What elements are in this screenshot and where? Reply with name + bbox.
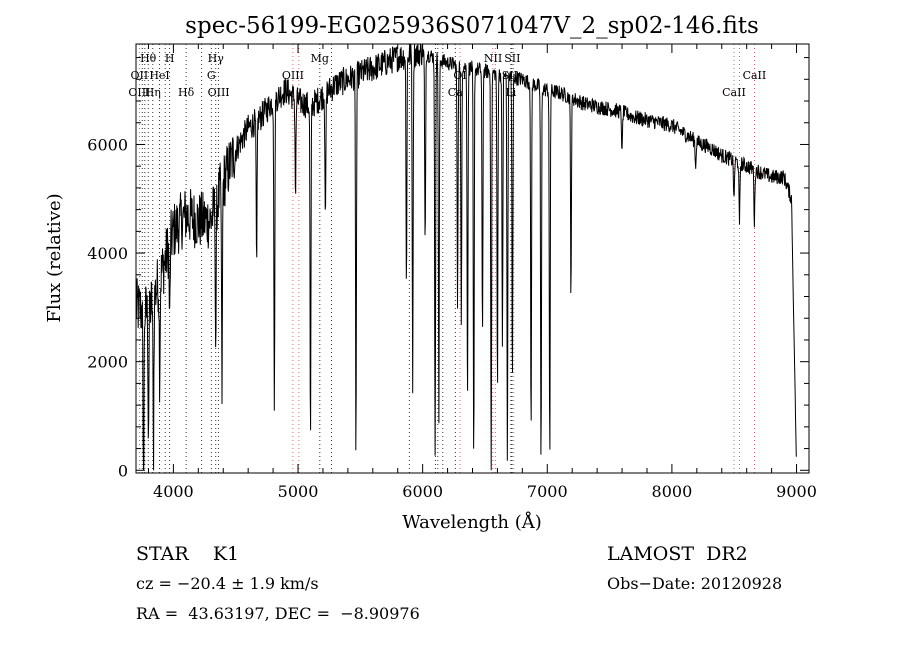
line-marker-label: G [207,69,216,82]
line-markers [138,44,755,473]
x-tick-label: 8000 [652,482,693,501]
y-tick-label: 2000 [87,353,128,372]
coordinates: RA = 43.63197, DEC = −8.90976 [136,604,420,623]
line-marker-label: CaII [743,69,767,82]
x-tick-label: 4000 [153,482,194,501]
spectrum-line [135,43,797,471]
x-axis-ticks: 4000 5000 6000 7000 8000 9000 [147,44,817,501]
y-tick-label: 0 [118,461,128,480]
x-tick-label: 9000 [776,482,817,501]
redshift-cz: cz = −20.4 ± 1.9 km/s [136,574,319,593]
line-marker-label: Hδ [178,86,195,99]
x-tick-label: 7000 [527,482,568,501]
survey-name: LAMOST DR2 [607,543,748,565]
y-axis-ticks: 0 2000 4000 6000 [87,57,809,480]
x-axis-label: Wavelength (Å) [402,511,542,533]
line-marker-label: Mg [311,52,329,65]
line-marker-label: Hγ [208,52,225,65]
line-marker-label: OII [131,69,149,82]
line-marker-label: NII [484,52,502,65]
line-marker-label: CaII [722,86,746,99]
object-class: STAR K1 [136,543,239,565]
x-tick-label: 5000 [278,482,319,501]
line-marker-label: OIII [282,69,304,82]
y-tick-label: 6000 [87,135,128,154]
x-tick-label: 6000 [402,482,443,501]
y-axis-label: Flux (relative) [44,193,65,322]
line-marker-label: H [165,52,175,65]
line-marker-label: OIII [128,86,150,99]
observation-date: Obs−Date: 20120928 [607,574,782,593]
line-marker-label: Ca [448,86,463,99]
chart-title: spec-56199-EG025936S071047V_2_sp02-146.f… [185,13,759,39]
y-tick-label: 4000 [87,244,128,263]
line-marker-label: Hη [145,86,161,99]
line-marker-label: Hθ [140,52,157,65]
line-marker-label: SII [504,52,520,65]
line-marker-label: HeI [149,69,169,82]
line-marker-label: OIII [208,86,230,99]
